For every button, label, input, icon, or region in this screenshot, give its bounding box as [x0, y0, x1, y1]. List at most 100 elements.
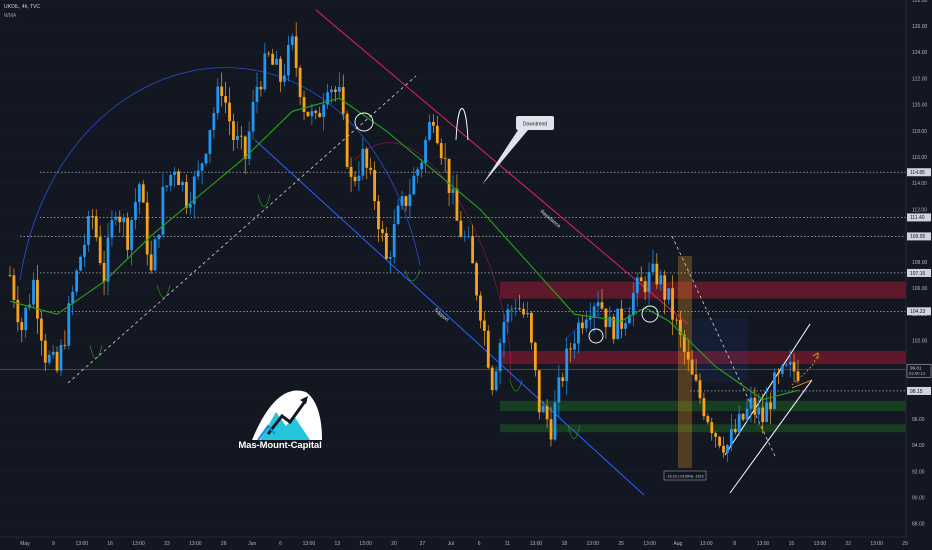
candle-body: [569, 348, 573, 350]
projection-arrowhead: [812, 352, 819, 359]
price-level-text: 98.15: [910, 389, 923, 395]
indicator-label[interactable]: WMA: [4, 13, 17, 19]
candle-body: [118, 216, 122, 223]
swing-low-marker: [404, 269, 421, 282]
price-level-tag: [907, 307, 931, 316]
candle-body: [326, 92, 329, 105]
candle-body: [522, 308, 525, 315]
countdown-text: 02:00:12: [909, 371, 926, 376]
candle-body: [384, 233, 388, 259]
resistance-zone[interactable]: [500, 281, 906, 299]
candle-body: [722, 445, 725, 453]
candle-body: [353, 176, 357, 182]
candle-body: [518, 308, 522, 310]
candle-body: [396, 205, 400, 225]
time-tick-label: 23: [164, 541, 170, 547]
candle-body: [306, 111, 310, 117]
time-tick-label: 13:00: [359, 541, 372, 547]
time-tick-label: 26: [221, 541, 227, 547]
resistance-zone[interactable]: [500, 351, 906, 365]
candle-body: [557, 377, 561, 403]
candle-body: [467, 235, 471, 237]
downtrend-label: Downtrend: [523, 122, 547, 128]
candle-body: [784, 364, 788, 366]
time-tick-label: 13:00: [76, 541, 89, 547]
time-tick-label: Aug: [673, 541, 682, 547]
candle-body: [71, 291, 75, 304]
candle-body: [145, 202, 149, 255]
resistance-trendline[interactable]: [315, 9, 689, 325]
price-level-text: 107.16: [910, 271, 926, 277]
candle-body: [690, 359, 694, 375]
candle-body: [283, 75, 286, 82]
candle-body: [530, 312, 533, 343]
swing-low-marker: [156, 284, 171, 298]
candle-body: [259, 86, 263, 90]
time-tick-label: 8: [733, 541, 736, 547]
candle-body: [20, 322, 24, 331]
candle-body: [604, 308, 608, 328]
candle-body: [714, 433, 718, 437]
channel-lower-line[interactable]: [729, 379, 813, 494]
time-tick-label: 13:00: [189, 541, 202, 547]
current-price-text: 99.81: [910, 366, 922, 371]
candle-body: [318, 112, 322, 118]
candle-body: [90, 216, 94, 217]
candle-body: [251, 101, 255, 132]
candle-body: [439, 143, 443, 159]
time-tick-label: 13: [334, 541, 340, 547]
time-tick-label: 9: [52, 541, 55, 547]
hump-marker: [455, 108, 469, 141]
mountain-logo-icon: [252, 390, 322, 441]
price-level-tag: [907, 268, 931, 277]
time-tick-label: 13:00: [132, 541, 145, 547]
candle-body: [443, 158, 447, 159]
wma-line[interactable]: [9, 97, 799, 401]
candle-body: [400, 196, 404, 206]
dashed-downtrend-line[interactable]: [671, 235, 776, 457]
candle-body: [718, 436, 721, 446]
candle-body: [432, 121, 435, 126]
candle-body: [749, 397, 753, 409]
candle-body: [482, 320, 486, 331]
candle-body: [286, 45, 290, 76]
candle-body: [616, 308, 620, 340]
support-trendline[interactable]: [254, 139, 645, 496]
candle-body: [757, 407, 761, 415]
downtrend-callout[interactable]: Downtrend: [482, 116, 554, 185]
dashed-uptrend-line[interactable]: [67, 75, 417, 384]
time-axis[interactable]: May 9 13:00 16 13:00 23 13:00 26 Jun 6 13:00 13 13:0…: [0, 536, 932, 550]
candle-body: [204, 153, 208, 164]
symbol-title[interactable]: UKOIL, 4h, TVC: [4, 4, 41, 10]
candle-body: [173, 171, 177, 175]
price-level-text: 109.95: [910, 234, 926, 240]
time-tick-label: 22: [845, 541, 851, 547]
candle-body: [710, 422, 714, 434]
candle-body: [549, 419, 553, 440]
candle-body: [302, 97, 306, 112]
price-tick-label: 128.00: [912, 0, 928, 4]
candle-body: [345, 113, 349, 167]
candle-body: [628, 315, 631, 324]
candle-body: [537, 370, 541, 413]
candle-body: [671, 288, 674, 320]
candle-body: [577, 322, 580, 344]
candle-body: [67, 303, 71, 346]
candle-body: [294, 36, 298, 68]
candle-body: [424, 139, 427, 163]
price-level-text: 114.85: [910, 170, 925, 176]
candle-body: [298, 67, 302, 98]
candle-body: [381, 229, 384, 234]
support-zone[interactable]: [500, 424, 906, 433]
candle-body: [624, 323, 627, 329]
candle-body: [16, 299, 20, 323]
time-tick-label: Jul: [448, 541, 454, 547]
swing-low-marker: [89, 344, 103, 359]
candle-body: [765, 402, 769, 423]
measure-box[interactable]: [678, 256, 692, 468]
candle-body: [220, 86, 224, 97]
time-tick-label: 13:00: [814, 541, 827, 547]
time-tick-label: 18: [562, 541, 568, 547]
candle-body: [161, 186, 165, 235]
